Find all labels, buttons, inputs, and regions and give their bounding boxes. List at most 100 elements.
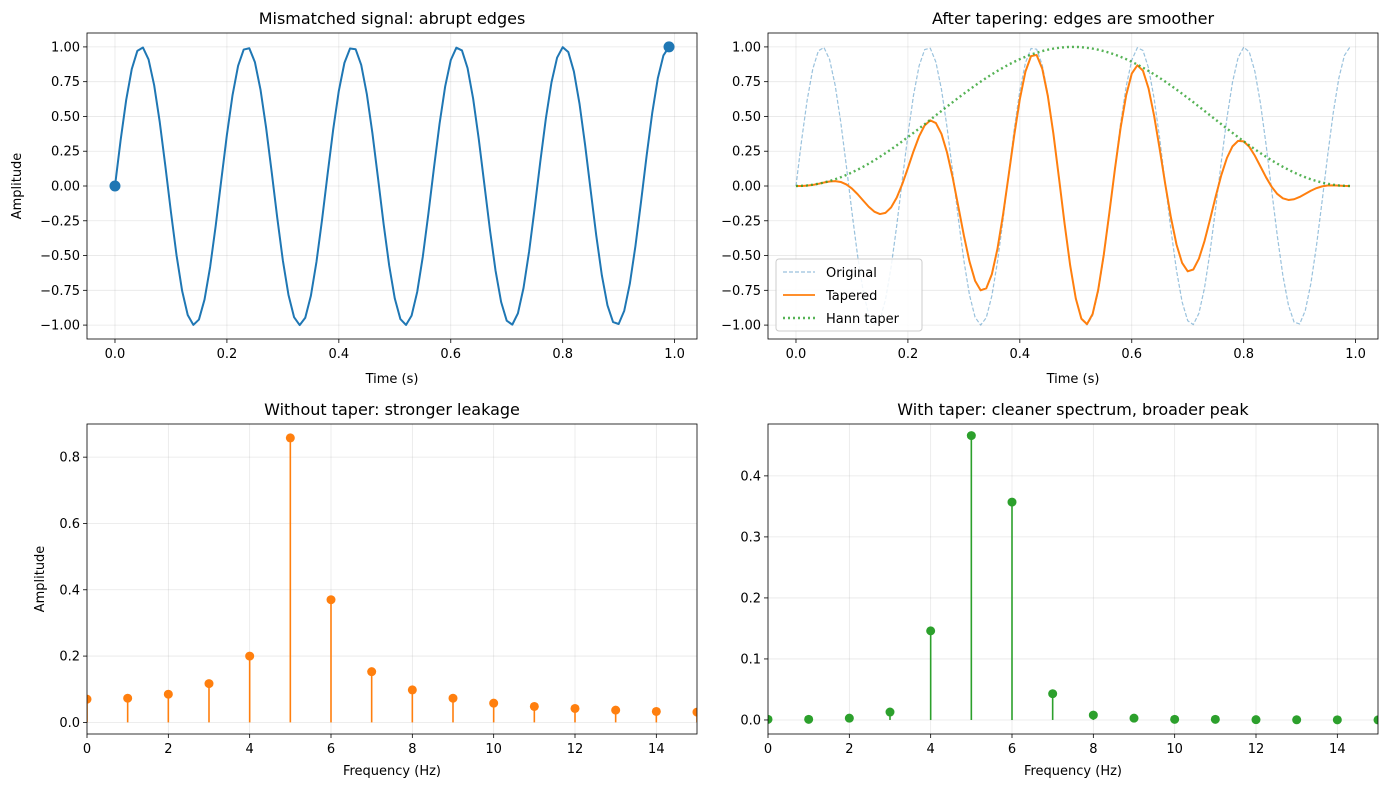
y-tick-label: −0.25	[721, 214, 761, 229]
x-tick-label: 0.6	[1121, 347, 1142, 362]
x-ticks: 0.0 0.2 0.4 0.6 0.8 1.0	[105, 339, 685, 362]
y-tick-label: 0.0	[59, 716, 80, 731]
y-tick-label: −0.25	[40, 214, 80, 229]
endpoint-marker-end	[663, 41, 675, 53]
x-tick-label: 0.6	[440, 347, 461, 362]
axes-frame	[767, 423, 1379, 735]
y-ticks: 0.0 0.1 0.2 0.3 0.4	[740, 469, 768, 728]
stem-marker	[448, 693, 458, 703]
x-ticks: 0 2 4 6 8 10 12 14	[764, 734, 1346, 757]
y-axis-label: Amplitude	[33, 546, 48, 613]
chart-title: After tapering: edges are smoother	[932, 9, 1215, 28]
x-tick-label: 0.2	[217, 347, 238, 362]
panel-spectrum-tapered: With taper: cleaner spectrum, broader pe…	[740, 400, 1379, 779]
stem-marker	[326, 595, 336, 605]
axes-frame	[767, 32, 1379, 340]
stem-marker	[87, 694, 92, 704]
x-tick-label: 6	[1008, 742, 1016, 757]
stem-marker	[489, 698, 499, 708]
legend: Original Tapered Hann taper	[775, 258, 923, 332]
x-tick-label: 0.8	[1233, 347, 1254, 362]
x-tick-label: 10	[485, 742, 502, 757]
x-tick-label: 1.0	[664, 347, 685, 362]
y-tick-label: 0.50	[732, 110, 761, 125]
stem-marker	[1332, 715, 1342, 725]
x-tick-label: 10	[1166, 742, 1183, 757]
x-ticks: 0.0 0.2 0.4 0.6 0.8 1.0	[786, 339, 1366, 362]
x-tick-label: 8	[1089, 742, 1097, 757]
y-tick-label: −0.75	[721, 284, 761, 299]
y-tick-label: −1.00	[721, 319, 761, 334]
x-tick-label: 0.0	[105, 347, 126, 362]
legend-label-original: Original	[826, 266, 877, 281]
panel-signal-tapered: After tapering: edges are smoother 0.0 0.…	[721, 9, 1379, 387]
x-tick-label: 2	[164, 742, 172, 757]
chart-title: Without taper: stronger leakage	[264, 400, 520, 419]
stem-marker	[245, 651, 255, 661]
y-tick-label: 0.00	[51, 180, 80, 195]
y-tick-label: −0.50	[40, 249, 80, 264]
stem-marker	[804, 714, 814, 724]
stem-marker	[1210, 714, 1220, 724]
x-tick-label: 2	[845, 742, 853, 757]
chart-title: With taper: cleaner spectrum, broader pe…	[897, 400, 1249, 419]
chart-title: Mismatched signal: abrupt edges	[259, 9, 526, 28]
series-layer	[768, 431, 1378, 725]
y-tick-label: 0.75	[732, 75, 761, 90]
y-tick-label: 0.3	[740, 530, 761, 545]
x-tick-label: 12	[567, 742, 584, 757]
plot-area	[795, 45, 1351, 326]
stem-marker	[1170, 714, 1180, 724]
y-tick-label: 0.2	[59, 650, 80, 665]
stem-marker	[529, 701, 539, 711]
stem-marker	[204, 679, 214, 689]
x-ticks: 0 2 4 6 8 10 12 14	[83, 734, 665, 757]
y-tick-label: 0.1	[740, 652, 761, 667]
y-tick-label: −0.75	[40, 284, 80, 299]
stem-marker	[768, 714, 773, 724]
stem-marker	[692, 707, 697, 717]
series-line-tapered	[795, 53, 1351, 326]
axes-frame	[86, 423, 698, 735]
panel-spectrum-raw: Without taper: stronger leakage 0 2 4 6 8 10 1…	[33, 400, 698, 779]
x-axis-label: Frequency (Hz)	[343, 764, 441, 779]
x-tick-label: 6	[327, 742, 335, 757]
y-tick-label: 0.6	[59, 517, 80, 532]
stem-marker	[407, 685, 417, 695]
x-tick-label: 0.8	[552, 347, 573, 362]
y-tick-label: −1.00	[40, 319, 80, 334]
stem-marker	[123, 693, 133, 703]
series-layer	[795, 45, 1351, 326]
x-axis-label: Time (s)	[365, 372, 419, 387]
x-tick-label: 0	[764, 742, 772, 757]
y-tick-label: 0.8	[59, 451, 80, 466]
y-tick-label: −0.50	[721, 249, 761, 264]
stem-marker	[1048, 689, 1058, 699]
stem-marker	[1292, 715, 1302, 725]
series-layer	[87, 433, 697, 723]
stem-marker	[844, 713, 854, 723]
plot-area	[87, 433, 697, 723]
y-tick-label: 0.25	[51, 145, 80, 160]
x-tick-label: 0.2	[898, 347, 919, 362]
y-tick-label: 1.00	[51, 40, 80, 55]
stem-marker	[1251, 715, 1261, 725]
x-tick-label: 14	[648, 742, 665, 757]
legend-label-hann: Hann taper	[826, 312, 900, 327]
x-tick-label: 8	[408, 742, 416, 757]
stem-marker	[966, 431, 976, 441]
x-tick-label: 0	[83, 742, 91, 757]
y-tick-label: 0.4	[740, 469, 761, 484]
y-ticks: 0.0 0.2 0.4 0.6 0.8	[59, 451, 87, 731]
stem-marker	[611, 705, 621, 715]
y-tick-label: 0.50	[51, 110, 80, 125]
y-tick-label: 1.00	[732, 40, 761, 55]
x-tick-label: 12	[1248, 742, 1265, 757]
stem-marker	[285, 433, 295, 443]
stem-marker	[1129, 713, 1139, 723]
axes-frame	[86, 32, 698, 340]
y-ticks: −1.00 −0.75 −0.50 −0.25 0.00 0.25 0.50 0.75 1.00	[721, 40, 768, 334]
plot-area	[113, 46, 670, 327]
legend-box	[775, 258, 923, 332]
